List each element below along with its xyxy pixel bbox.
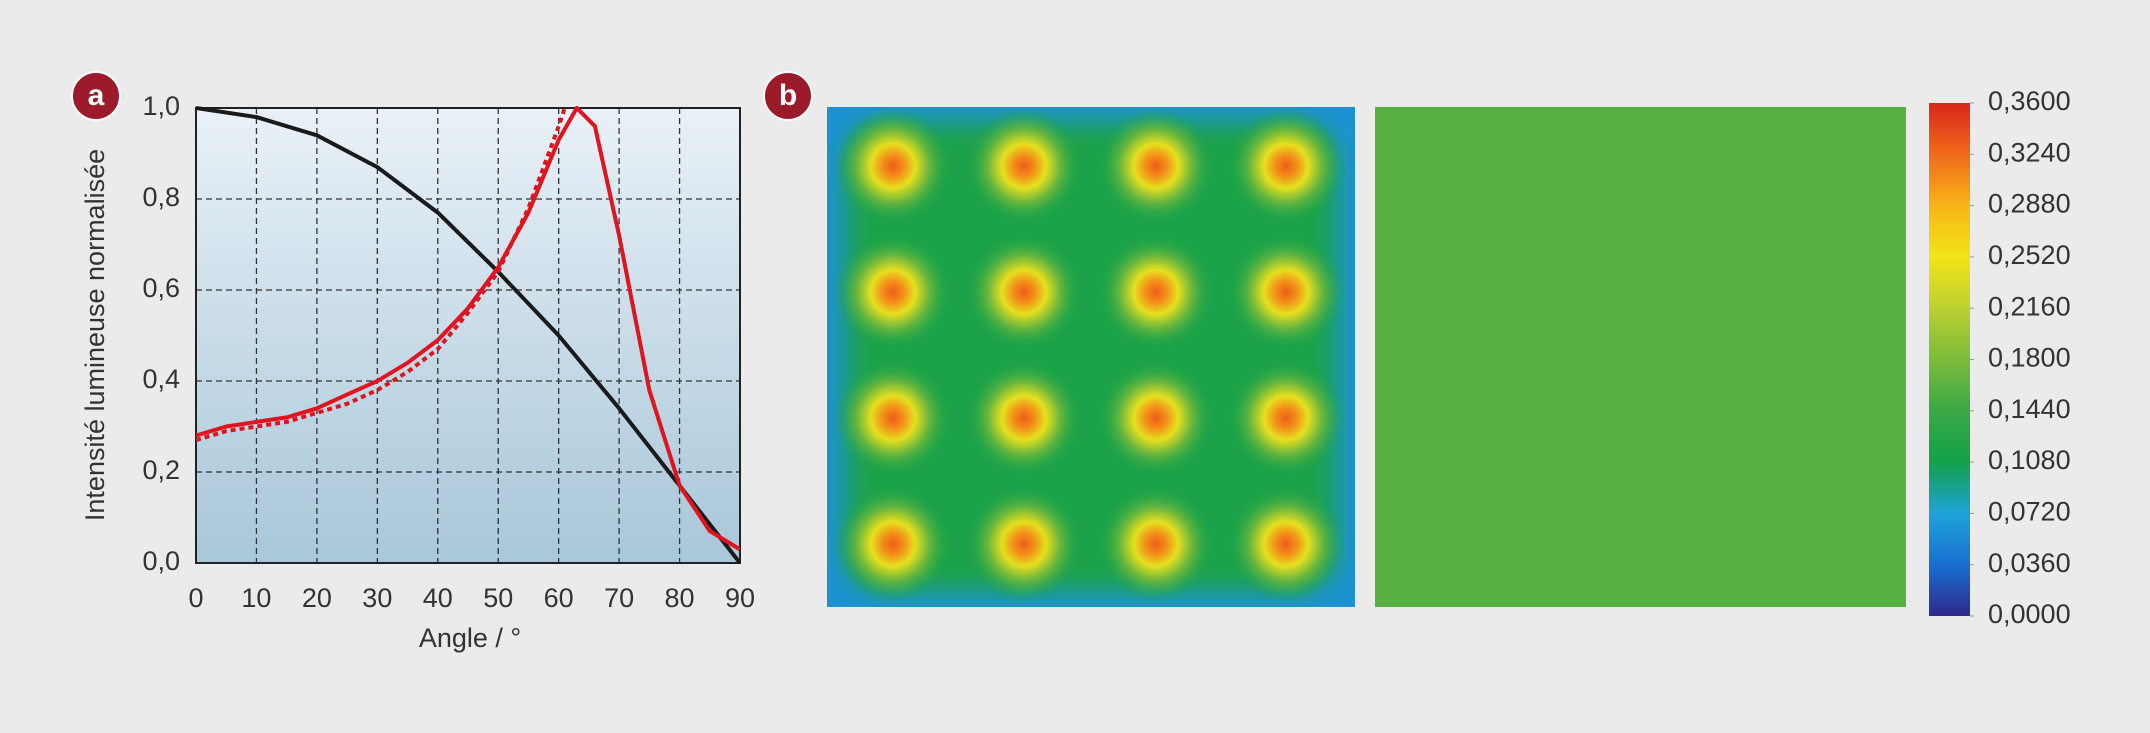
y-tick-label: 0,4 — [142, 364, 180, 394]
colorbar-tick-label: 0,1440 — [1988, 394, 2071, 424]
colorbar — [1929, 103, 1970, 616]
x-tick-label: 80 — [665, 583, 695, 613]
colorbar-tick-label: 0,2160 — [1988, 291, 2071, 321]
colorbar-tick-label: 0,0000 — [1988, 599, 2071, 629]
plot-area — [196, 108, 740, 563]
panel-badge — [763, 71, 813, 121]
y-axis-label: Intensité lumineuse normalisée — [80, 149, 110, 521]
colorbar-tick-label: 0,0720 — [1988, 497, 2071, 527]
x-tick-label: 40 — [423, 583, 453, 613]
heatmap-spot — [966, 234, 1082, 350]
heatmap-spot — [835, 234, 951, 350]
heatmap-spot — [835, 486, 951, 602]
panel-label: b — [779, 79, 797, 112]
heatmap-spot — [1228, 108, 1344, 224]
panel-label: a — [88, 79, 105, 112]
plot-frame — [195, 107, 741, 564]
heatmap-spot — [1098, 360, 1214, 476]
y-tick-label: 0,6 — [142, 273, 180, 303]
heatmap-spot — [966, 108, 1082, 224]
colorbar-tick-label: 0,3600 — [1988, 86, 2071, 116]
heatmap-spot — [966, 360, 1082, 476]
x-axis-label: Angle / ° — [419, 623, 521, 653]
heatmap-spot — [1098, 234, 1214, 350]
colorbar-tick-label: 0,0360 — [1988, 548, 2071, 578]
heatmap-spot — [1228, 360, 1344, 476]
x-tick-label: 30 — [362, 583, 392, 613]
colorbar-tick-label: 0,3240 — [1988, 137, 2071, 167]
x-tick-label: 0 — [188, 583, 203, 613]
heatmap-spot — [1098, 108, 1214, 224]
y-tick-label: 0,2 — [142, 455, 180, 485]
heatmap — [827, 107, 1355, 607]
heatmap-spot — [966, 486, 1082, 602]
series-line — [196, 106, 740, 552]
heatmap-uniform — [1375, 107, 1906, 607]
y-tick-label: 1,0 — [142, 91, 180, 121]
x-tick-label: 10 — [241, 583, 271, 613]
colorbar-tick-label: 0,1800 — [1988, 343, 2071, 373]
colorbar-tick-label: 0,2880 — [1988, 189, 2071, 219]
y-tick-label: 0,8 — [142, 182, 180, 212]
x-tick-label: 20 — [302, 583, 332, 613]
x-tick-label: 90 — [725, 583, 755, 613]
heatmap-spot — [835, 108, 951, 224]
x-tick-label: 70 — [604, 583, 634, 613]
x-tick-label: 50 — [483, 583, 513, 613]
heatmap-spot — [1098, 486, 1214, 602]
y-tick-label: 0,0 — [142, 546, 180, 576]
heatmap-spot — [1228, 486, 1344, 602]
series-line — [196, 107, 567, 443]
heatmap-background — [845, 122, 1337, 592]
colorbar-tick-label: 0,2520 — [1988, 240, 2071, 270]
panel-badge — [71, 71, 121, 121]
heatmap-spot — [1228, 234, 1344, 350]
colorbar-tick-label: 0,1080 — [1988, 445, 2071, 475]
x-tick-label: 60 — [544, 583, 574, 613]
heatmap-spot — [835, 360, 951, 476]
series-line — [196, 106, 740, 565]
